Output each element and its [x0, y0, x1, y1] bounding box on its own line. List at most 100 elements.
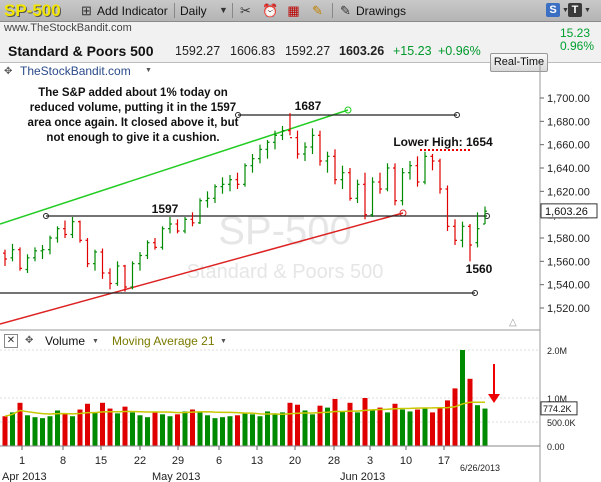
- interval-select[interactable]: Daily: [180, 4, 207, 18]
- price-bar: [340, 165, 345, 189]
- instrument-name: Standard & Poors 500: [8, 43, 154, 59]
- x-tick-label: 20: [289, 455, 301, 467]
- price-bar: [198, 198, 202, 224]
- high-value: 1606.83: [230, 44, 276, 58]
- label-1560: 1560: [466, 262, 493, 276]
- note-icon[interactable]: ✎: [312, 3, 323, 18]
- wrench-scissors-icon[interactable]: ✂: [240, 3, 251, 18]
- price-bar: [483, 206, 487, 225]
- line-handle: [43, 213, 49, 219]
- line-handle: [472, 290, 478, 296]
- ma-value-label: 774.2K: [543, 404, 572, 414]
- volume-bar: [40, 418, 45, 446]
- price-bar: [468, 224, 472, 262]
- last-price-label: 1,603.26: [545, 206, 588, 218]
- volume-bar: [460, 350, 465, 446]
- price-bar: [190, 212, 195, 227]
- share-icon[interactable]: ✎: [340, 3, 351, 18]
- volume-bar: [167, 416, 173, 446]
- add-indicator-button[interactable]: Add Indicator: [97, 4, 168, 18]
- volume-bar: [370, 409, 375, 446]
- price-bar: [48, 235, 52, 255]
- quote-bar: www.TheStockBandit.com Standard & Poors …: [0, 22, 601, 72]
- price-bar: [258, 144, 262, 164]
- volume-bar: [377, 407, 383, 446]
- volume-bar: [175, 414, 180, 446]
- calendar-icon[interactable]: ▦: [287, 3, 300, 18]
- collapse-icon[interactable]: ✥: [4, 66, 13, 77]
- volume-bar: [10, 412, 15, 446]
- volume-bar: [137, 415, 143, 446]
- volume-bar: [452, 388, 458, 446]
- price-bar: [10, 243, 15, 262]
- dropdown-icon[interactable]: ▼: [562, 7, 569, 14]
- volume-bar: [242, 413, 248, 446]
- site-url: www.TheStockBandit.com: [4, 22, 132, 34]
- volume-bar: [280, 412, 285, 446]
- volume-bar: [257, 416, 263, 446]
- line-handle: [454, 112, 460, 118]
- dropdown-icon[interactable]: ▼: [220, 338, 227, 345]
- volume-bars: [2, 350, 488, 446]
- y-tick-label: 1,560.00: [547, 256, 590, 268]
- x-tick-label: 10: [400, 455, 412, 467]
- y-tick-label: 1,540.00: [547, 280, 590, 292]
- y-tick-label: 1,660.00: [547, 140, 590, 152]
- volume-bar: [340, 411, 345, 446]
- price-bar: [475, 212, 480, 248]
- y-tick-label: 1,700.00: [547, 93, 590, 105]
- x-month-label: May 2013: [152, 471, 200, 482]
- volume-bar: [205, 415, 210, 446]
- x-tick-label: 22: [134, 455, 146, 467]
- x-last-date-label: 6/26/2013: [460, 463, 500, 473]
- last-price-box: [540, 203, 598, 219]
- toolbar-divider: [232, 3, 233, 18]
- stockbandit-icon[interactable]: S: [546, 3, 560, 17]
- price-bar: [385, 163, 390, 192]
- dropdown-icon[interactable]: ▼: [92, 338, 99, 345]
- volume-bar: [197, 412, 203, 446]
- close-icon[interactable]: ✕: [4, 334, 18, 348]
- dropdown-icon[interactable]: ▼: [219, 5, 228, 15]
- volume-bar: [250, 414, 255, 446]
- x-tick-label: 28: [328, 455, 340, 467]
- price-bar: [138, 252, 142, 271]
- x-month-label: Apr 2013: [2, 471, 47, 482]
- support-trendline: [0, 212, 404, 325]
- volume-bar: [2, 416, 8, 446]
- price-bar: [85, 238, 90, 268]
- price-axis: 1,700.00 1,680.00 1,660.00 1,640.00 1,620.00…: [539, 62, 598, 482]
- twitter-icon[interactable]: T: [568, 3, 582, 17]
- volume-bar: [317, 405, 323, 446]
- price-bar: [220, 177, 225, 194]
- volume-bar: [302, 410, 308, 446]
- volume-bar: [415, 409, 420, 446]
- dropdown-icon[interactable]: ▼: [145, 67, 152, 74]
- price-bar: [40, 245, 45, 259]
- volume-bar: [362, 398, 368, 446]
- price-bar: [438, 158, 442, 194]
- volume-bar: [100, 402, 105, 446]
- symbol-input[interactable]: SP-500: [4, 1, 61, 20]
- dropdown-icon[interactable]: ▼: [584, 7, 591, 14]
- plus-icon[interactable]: ⊞: [81, 3, 92, 18]
- x-tick-label: 29: [172, 455, 184, 467]
- volume-axis: 2.0M 1.0M 500.0K 0.00 774.2K: [540, 346, 578, 452]
- volume-bar: [17, 402, 23, 446]
- scroll-up-icon[interactable]: △: [509, 317, 517, 328]
- drawings-button[interactable]: Drawings: [356, 4, 407, 18]
- price-bar: [108, 268, 112, 290]
- volume-bar: [145, 417, 150, 446]
- volume-bar: [265, 411, 270, 446]
- price-bar: [100, 248, 105, 279]
- toolbar-divider: [174, 3, 175, 18]
- annotation-text: The S&P added about 1% today on reduced …: [27, 87, 239, 144]
- x-tick-label: 17: [438, 455, 450, 467]
- alarm-icon[interactable]: ⏰: [262, 3, 279, 18]
- collapse-icon[interactable]: ✥: [25, 335, 34, 346]
- realtime-button[interactable]: Real-Time: [490, 53, 548, 72]
- price-bar: [333, 149, 337, 185]
- volume-bar: [115, 413, 120, 446]
- price-bar: [378, 172, 382, 194]
- volume-bar: [422, 408, 428, 446]
